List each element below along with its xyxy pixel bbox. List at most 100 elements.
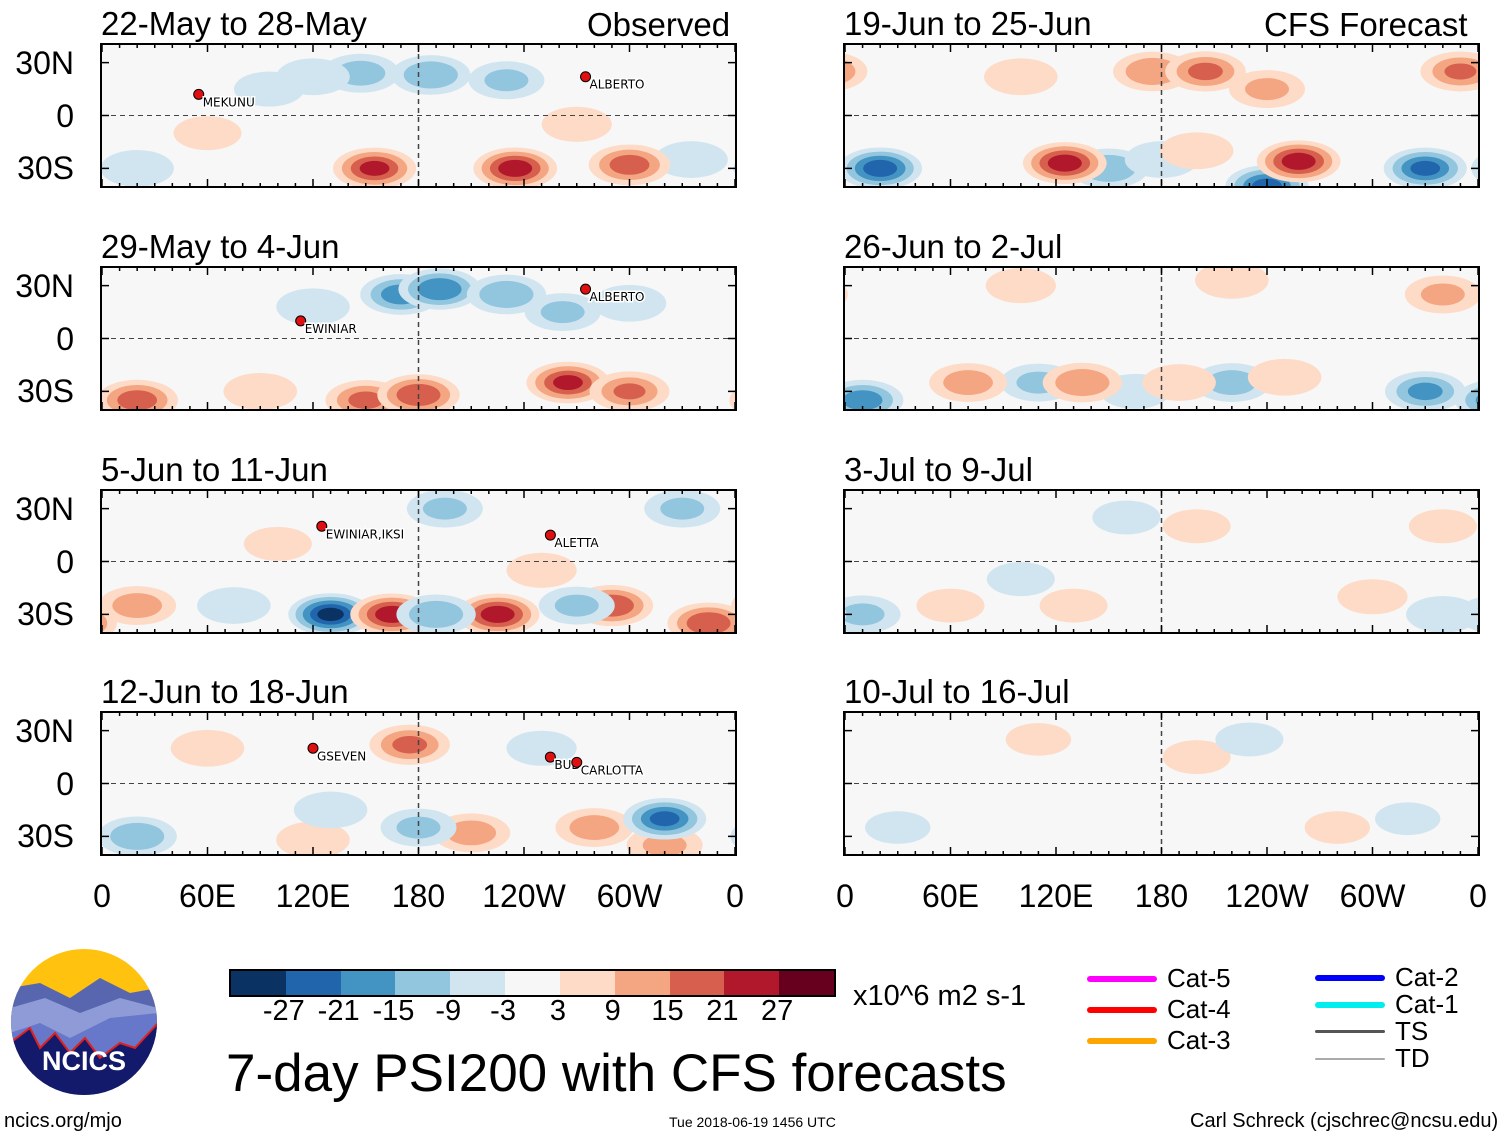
lon-tick-label: 120W bbox=[482, 878, 566, 914]
positive-anomaly-contour bbox=[613, 383, 646, 400]
timestamp: Tue 2018-06-19 1456 UTC bbox=[669, 1114, 836, 1130]
positive-anomaly-contour bbox=[569, 815, 620, 840]
positive-anomaly-contour bbox=[845, 287, 848, 302]
storm-legend-item: TD bbox=[1315, 1043, 1430, 1074]
negative-anomaly-contour bbox=[422, 497, 467, 520]
storm-marker[interactable] bbox=[544, 751, 556, 763]
panel-title: 19-Jun to 25-Jun bbox=[844, 5, 1092, 42]
lat-tick-label: 30N bbox=[15, 44, 74, 81]
storm-legend-label: Cat-2 bbox=[1395, 962, 1459, 992]
colorbar bbox=[229, 969, 836, 997]
storm-marker[interactable] bbox=[580, 71, 592, 83]
psi200-map bbox=[843, 266, 1480, 411]
negative-anomaly-contour bbox=[233, 71, 305, 107]
colorbar-level-label: 3 bbox=[549, 995, 566, 1027]
storm-marker[interactable] bbox=[295, 315, 307, 327]
negative-anomaly-contour bbox=[276, 288, 350, 326]
colorbar-swatch bbox=[505, 971, 561, 995]
colorbar-swatch bbox=[669, 971, 726, 995]
psi200-map bbox=[843, 43, 1480, 188]
storm-label: CARLOTTA bbox=[581, 763, 644, 777]
lat-tick-label: 0 bbox=[56, 543, 74, 580]
positive-anomaly-contour bbox=[731, 597, 735, 614]
psi200-map bbox=[843, 489, 1480, 634]
positive-anomaly-contour bbox=[553, 375, 583, 391]
positive-anomaly-contour bbox=[943, 370, 993, 395]
positive-anomaly-contour bbox=[1245, 78, 1289, 101]
colorbar-level-label: -27 bbox=[262, 995, 305, 1027]
positive-anomaly-contour bbox=[843, 509, 844, 543]
storm-marker[interactable] bbox=[571, 756, 583, 768]
lon-tick-label: 120E bbox=[275, 878, 351, 914]
psi200-map: EWINIAR ALBERTO bbox=[100, 266, 737, 411]
colorbar-level-label: 21 bbox=[706, 995, 739, 1027]
observed-label: Observed bbox=[587, 6, 731, 43]
negative-anomaly-contour bbox=[845, 390, 883, 409]
storm-marker[interactable] bbox=[580, 283, 592, 295]
storm-track-swatch bbox=[1087, 1037, 1157, 1044]
lon-tick-label: 60E bbox=[922, 878, 979, 914]
positive-anomaly-contour bbox=[916, 588, 985, 623]
negative-anomaly-contour bbox=[1092, 500, 1161, 535]
positive-anomaly-contour bbox=[541, 106, 612, 142]
negative-anomaly-contour bbox=[197, 587, 271, 624]
storm-label: MEKUNU bbox=[203, 95, 255, 109]
negative-anomaly-contour bbox=[986, 562, 1055, 597]
credit: Carl Schreck (cjschrec@ncsu.edu) bbox=[1190, 1110, 1499, 1132]
storm-label: ALBERTO bbox=[590, 78, 645, 92]
colorbar-swatch bbox=[340, 971, 397, 995]
ncics-logo: NCICS bbox=[10, 948, 158, 1096]
lat-tick-label: 0 bbox=[56, 320, 74, 357]
negative-anomaly-contour bbox=[479, 280, 534, 308]
lat-tick-label: 30N bbox=[15, 712, 74, 749]
panel-title: 12-Jun to 18-Jun bbox=[101, 673, 349, 710]
positive-anomaly-contour bbox=[1195, 268, 1269, 299]
negative-anomaly-contour bbox=[484, 69, 529, 92]
lat-tick-label: 30S bbox=[17, 818, 74, 855]
colorbar-level-label: 27 bbox=[761, 995, 794, 1027]
storm-legend-item: Cat-2 bbox=[1315, 962, 1459, 993]
storm-track-swatch bbox=[1087, 975, 1157, 982]
positive-anomaly-contour bbox=[392, 736, 428, 754]
panel-title: 5-Jun to 11-Jun bbox=[101, 451, 328, 488]
storm-marker[interactable] bbox=[316, 520, 328, 532]
lon-tick-label: 120W bbox=[1225, 878, 1309, 914]
lon-tick-label: 0 bbox=[93, 878, 111, 914]
storm-marker[interactable] bbox=[307, 742, 319, 754]
storm-legend-label: Cat-4 bbox=[1167, 994, 1231, 1024]
positive-anomaly-contour bbox=[1142, 364, 1216, 401]
storm-label: EWINIAR bbox=[305, 322, 357, 336]
positive-anomaly-contour bbox=[729, 389, 735, 409]
positive-anomaly-contour bbox=[1162, 740, 1231, 775]
negative-anomaly-contour bbox=[845, 603, 885, 626]
storm-legend-item: Cat-1 bbox=[1315, 989, 1459, 1020]
storm-label: EWINIAR,IKSI bbox=[326, 527, 404, 541]
colorbar-level-label: -21 bbox=[317, 995, 360, 1027]
colorbar-swatch bbox=[724, 971, 781, 995]
negative-anomaly-contour bbox=[317, 607, 344, 622]
negative-anomaly-contour bbox=[1465, 387, 1478, 409]
storm-marker[interactable] bbox=[193, 88, 205, 100]
lon-tick-label: 0 bbox=[726, 878, 744, 914]
lat-tick-label: 30N bbox=[15, 267, 74, 304]
colorbar-labels: -27 -21 -15 -9 -3 3 9 15 21 27 bbox=[229, 995, 832, 1027]
storm-track-swatch bbox=[1315, 1030, 1385, 1033]
storm-marker[interactable] bbox=[544, 529, 556, 541]
negative-anomaly-contour bbox=[293, 791, 368, 829]
positive-anomaly-contour bbox=[1304, 811, 1370, 844]
positive-anomaly-contour bbox=[642, 834, 687, 854]
storm-legend-item: Cat-5 bbox=[1087, 963, 1231, 994]
positive-anomaly-contour bbox=[1281, 152, 1316, 170]
negative-anomaly-contour bbox=[102, 149, 174, 186]
source-link[interactable]: ncics.org/mjo bbox=[4, 1110, 122, 1132]
lon-tick-label: 60W bbox=[1339, 878, 1406, 914]
positive-anomaly-contour bbox=[686, 612, 731, 632]
storm-legend-label: TD bbox=[1395, 1043, 1430, 1073]
negative-anomaly-contour bbox=[654, 141, 728, 178]
lon-tick-label: 120E bbox=[1018, 878, 1094, 914]
lat-tick-label: 30S bbox=[17, 596, 74, 633]
negative-anomaly-contour bbox=[865, 811, 931, 844]
colorbar-swatch bbox=[559, 971, 616, 995]
lon-tick-label: 60W bbox=[596, 878, 663, 914]
lat-tick-label: 30N bbox=[15, 490, 74, 527]
